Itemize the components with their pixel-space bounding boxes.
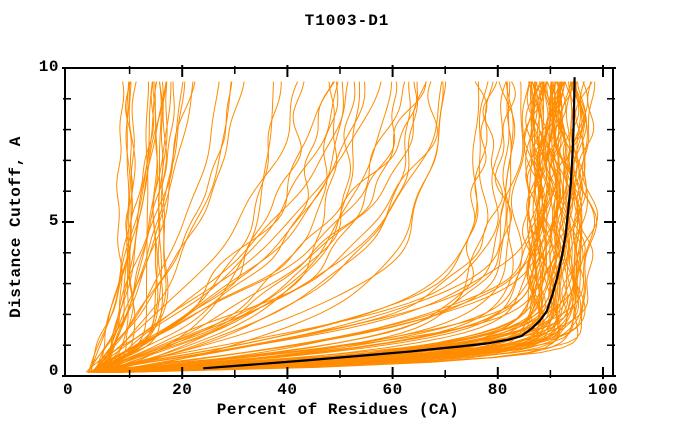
ensemble-curve [91,81,136,373]
highlighted-model-curve [203,77,576,370]
ensemble-curve [104,81,443,373]
ensemble-curve [95,81,245,373]
ensemble-curve [90,81,305,373]
ensemble-curve [105,81,154,373]
ensemble-curve [88,81,356,373]
ensemble-curve [88,81,158,373]
ensemble-curve [108,81,512,373]
ensemble-curve [102,81,489,373]
ensemble-curve [100,81,558,373]
y-tick-label: 0 [48,362,59,380]
ensemble-curve [107,81,274,373]
ensemble-curve [99,81,530,373]
ensemble-curve [92,81,220,373]
ensemble-curve [99,81,427,373]
ensemble-curve [96,81,159,373]
ensemble-curve [93,81,233,373]
ensemble-curve [108,81,514,373]
ensemble-curve [109,81,524,373]
ensemble-curve [89,81,480,373]
ensemble-curve [95,81,131,373]
ensemble-curve [95,81,196,373]
ensemble-curve [115,81,555,373]
ensemble-curve [98,81,568,373]
ensemble-curve [91,81,406,373]
x-axis-title: Percent of Residues (CA) [216,401,460,419]
ensemble-curve [104,81,338,373]
chart-title: T1003-D1 [304,12,390,30]
ensemble-curve [87,81,125,373]
ensemble-curve [93,81,586,373]
ensemble-curve [91,81,164,373]
ensemble-curve [107,81,393,373]
ensemble-curve [97,81,150,373]
ensemble-curve [92,81,427,373]
ensemble-curve [109,81,568,373]
ensemble-curve [87,81,334,373]
ensemble-curve [108,81,444,373]
ensemble-curve [91,81,366,373]
axis-ticks [62,65,616,379]
ensemble-curve [108,81,553,373]
ensemble-curve [114,81,587,373]
x-tick-label: 80 [487,381,508,399]
ensemble-curve [91,81,299,373]
ensemble-curve [93,81,162,373]
ensemble-curve [103,81,411,373]
ensemble-curve [98,81,598,373]
ensemble-curve [96,81,516,373]
ensemble-curve [93,81,559,373]
ensemble-curve [105,81,562,373]
ensemble-curve [93,81,382,373]
ensemble-curve [101,81,194,373]
ensemble-curve [93,81,580,373]
ensemble-curve [104,81,175,373]
ensemble-curve [128,81,575,373]
ensemble-curve [117,81,595,373]
ensemble-curve [93,81,158,373]
ensemble-curve [110,81,540,373]
ensemble-curve [108,81,589,373]
ensemble-curve [93,81,134,373]
ensemble-curve [89,81,335,373]
ensemble-curve [92,81,169,373]
ensemble-curve [102,81,596,373]
ensemble-curve [92,81,557,373]
x-tick-label: 60 [382,381,403,399]
x-tick-label: 40 [277,381,298,399]
ensemble-curve [90,81,155,373]
ensemble-curve [97,81,167,373]
ensemble-curve [103,81,130,373]
ensemble-curve [101,81,186,373]
ensemble-curve [90,81,361,373]
ensemble-curve [97,81,137,373]
x-tick-label: 100 [587,381,619,399]
ensemble-curve [103,81,232,373]
ensemble-curve [107,81,567,373]
ensemble-curve [108,81,339,373]
y-tick-label: 5 [48,212,59,230]
ensemble-curve [93,81,282,373]
x-tick-label: 20 [172,381,193,399]
all-prediction-curves [85,81,599,373]
x-tick-label: 0 [62,381,74,399]
ensemble-curve [111,81,516,373]
ensemble-curve [97,81,551,373]
y-tick-label: 10 [38,58,59,76]
ensemble-curve [90,81,167,373]
ensemble-curve [103,81,419,373]
